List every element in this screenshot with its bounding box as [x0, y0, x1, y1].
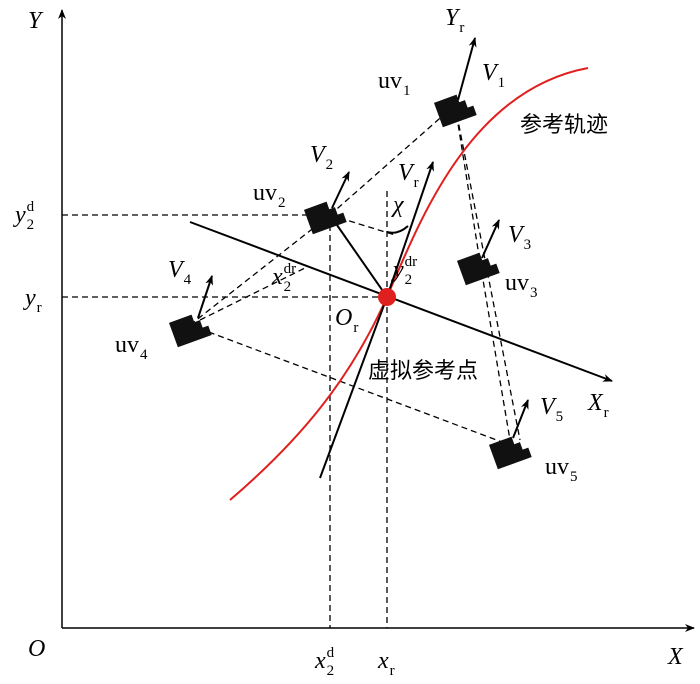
label-part: Y: [28, 8, 44, 34]
label-part: r: [353, 320, 358, 336]
label-part: X: [667, 644, 684, 670]
label-part: 4: [184, 272, 192, 288]
label-part: 5: [570, 469, 578, 485]
label-part: 2: [284, 279, 292, 295]
label-part: 2: [405, 272, 413, 288]
label-part: dr: [405, 254, 418, 270]
label-part: d: [27, 199, 35, 215]
robots: [168, 90, 532, 470]
label-part: 2: [326, 157, 334, 173]
label-part: O: [335, 305, 352, 331]
trajectory-label: 参考轨迹: [520, 113, 608, 138]
label-part: V: [482, 60, 499, 86]
label-part: r: [37, 300, 42, 316]
label-part: y: [23, 285, 36, 311]
label-part: x: [377, 648, 389, 674]
label-part: x: [271, 264, 283, 290]
label-part: 1: [498, 75, 506, 91]
label-part: V: [398, 160, 415, 186]
label-part: O: [28, 636, 45, 662]
label-part: 2: [327, 663, 335, 679]
label-part: V: [168, 257, 185, 283]
label-part: X: [587, 390, 604, 416]
frame-lines: [189, 37, 613, 479]
label-part: V: [508, 222, 525, 248]
label-part: χ: [391, 192, 405, 218]
label-part: y: [391, 257, 404, 283]
label-part: V: [540, 394, 557, 420]
label-part: uv: [505, 270, 529, 296]
label-part: x: [314, 648, 326, 674]
label-part: 5: [556, 409, 564, 425]
label-part: 3: [530, 285, 538, 301]
label-part: uv: [115, 332, 139, 358]
label-part: 2: [278, 195, 286, 211]
label-part: r: [390, 663, 395, 679]
label-part: V: [310, 142, 327, 168]
label-part: 3: [524, 237, 532, 253]
label-part: uv: [253, 180, 277, 206]
label-part: r: [414, 175, 419, 191]
label-part: r: [459, 20, 464, 36]
label-part: 2: [27, 217, 35, 233]
point-label: 虚拟参考点: [368, 359, 478, 384]
label-part: uv: [545, 454, 569, 480]
virtual-point: [378, 288, 396, 306]
label-part: r: [604, 405, 609, 421]
label-part: 1: [403, 83, 411, 99]
label-part: d: [327, 645, 335, 661]
label-part: Y: [445, 5, 461, 31]
label-part: uv: [378, 68, 402, 94]
label-part: dr: [284, 261, 297, 277]
label-part: 4: [140, 347, 148, 363]
label-part: y: [13, 202, 26, 228]
axes: [58, 9, 695, 632]
